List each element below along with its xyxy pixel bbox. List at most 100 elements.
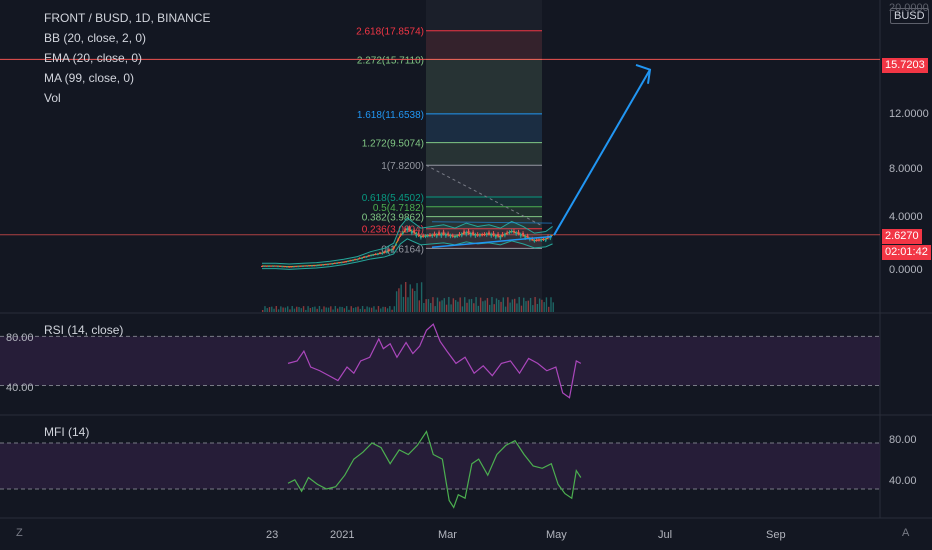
volume-bar xyxy=(511,299,514,312)
price-tick: 8.0000 xyxy=(889,163,923,175)
price-tick: 0.0000 xyxy=(889,264,923,276)
mfi-label[interactable]: MFI (14) xyxy=(44,425,90,439)
target-price-tag: 15.7203 xyxy=(882,58,928,73)
candle-body xyxy=(290,266,293,268)
candle-body xyxy=(512,231,515,233)
volume-bar xyxy=(507,297,509,312)
volume-bar xyxy=(361,306,364,312)
volume-bar xyxy=(298,307,300,312)
zoom-button[interactable]: Z xyxy=(16,527,23,539)
candle-body xyxy=(503,234,506,236)
volume-bar xyxy=(384,306,386,312)
oscillator-panes xyxy=(0,323,880,509)
candle-body xyxy=(360,257,363,259)
rsi-label[interactable]: RSI (14, close) xyxy=(44,323,124,337)
volume-bar xyxy=(543,302,545,312)
volume-bar xyxy=(523,297,525,312)
candle-body xyxy=(467,230,470,234)
indicator-ema[interactable]: EMA (20, close, 0) xyxy=(44,51,143,65)
candle-body xyxy=(313,265,316,267)
candle-body xyxy=(442,231,445,234)
volume-bar xyxy=(538,298,541,312)
volume-bar xyxy=(357,306,359,312)
volume-bar xyxy=(373,306,375,312)
indicator-bb[interactable]: BB (20, close, 2, 0) xyxy=(44,31,147,45)
mfi-tick-80: 80.00 xyxy=(889,434,917,446)
volume-bar xyxy=(296,306,298,312)
candle-body xyxy=(326,264,329,266)
candle-body xyxy=(320,264,323,266)
volume-bar xyxy=(420,282,423,312)
candle-body xyxy=(365,256,368,258)
volume-bar xyxy=(418,300,421,312)
volume-bar xyxy=(364,309,366,312)
candle-body xyxy=(276,266,279,268)
candle-body xyxy=(304,265,307,267)
target-arrow[interactable] xyxy=(431,64,652,248)
candle-body xyxy=(433,233,436,235)
candle-body xyxy=(310,265,313,267)
candle-body xyxy=(483,233,486,235)
candle-body xyxy=(356,259,359,261)
candle-body xyxy=(390,249,393,251)
candle-body xyxy=(465,232,468,235)
candle-body xyxy=(315,265,318,267)
volume-bar xyxy=(448,297,450,312)
candle-body xyxy=(456,235,459,237)
candle-body xyxy=(449,235,452,237)
symbol-title[interactable]: FRONT / BUSD, 1D, BINANCE xyxy=(44,11,211,25)
candle-body xyxy=(510,231,513,233)
volume-bar xyxy=(473,303,475,312)
volume-bar xyxy=(309,308,312,312)
candle-body xyxy=(322,264,325,266)
volume-bar xyxy=(336,308,339,312)
volume-bar xyxy=(427,299,430,312)
volume-bar xyxy=(375,309,377,312)
indicator-ma[interactable]: MA (99, close, 0) xyxy=(44,71,135,85)
indicator-vol[interactable]: Vol xyxy=(44,91,61,105)
candle-body xyxy=(519,234,522,237)
candle-body xyxy=(292,266,295,268)
volume-bar xyxy=(359,308,362,312)
volume-bar xyxy=(400,284,402,312)
candle-body xyxy=(424,235,427,237)
volume-bar xyxy=(271,306,273,312)
volume-bar xyxy=(504,306,507,312)
candle-body xyxy=(481,234,484,236)
volume-bar xyxy=(348,309,350,312)
candle-body xyxy=(265,265,268,267)
fib-zone xyxy=(426,165,542,197)
currency-badge[interactable]: BUSD xyxy=(890,8,929,24)
candle-body xyxy=(340,262,343,264)
time-tick: Jul xyxy=(658,529,673,541)
volume-bar xyxy=(439,301,441,312)
volume-bar xyxy=(409,284,411,312)
bollinger-upper xyxy=(262,217,553,265)
volume-bar xyxy=(475,297,477,312)
candle-body xyxy=(374,254,377,256)
auto-scale-button[interactable]: A xyxy=(902,527,910,539)
volume-bar xyxy=(525,301,527,312)
projection-arrow-head xyxy=(635,64,652,84)
fib-zone xyxy=(426,59,542,114)
candle-body xyxy=(272,265,275,267)
candle-body xyxy=(542,238,545,240)
volume-bar xyxy=(470,298,473,312)
volume-bar xyxy=(450,304,452,312)
volume-bar xyxy=(370,307,373,312)
candle-body xyxy=(394,244,397,246)
candle-body xyxy=(263,265,266,267)
volume-bar xyxy=(425,299,427,312)
candle-body xyxy=(338,262,341,264)
time-tick: May xyxy=(546,529,567,541)
volume-bar xyxy=(434,306,436,312)
volume-bar xyxy=(377,306,380,312)
fibonacci-extension[interactable]: 0(1.6164) 0.236(3.0804)0.382(3.9862)0.5(4… xyxy=(0,0,880,312)
candle-body xyxy=(506,232,509,234)
time-tick: 2021 xyxy=(330,529,355,541)
candle-body xyxy=(501,233,504,236)
volume-bar xyxy=(518,297,520,312)
volume-bar xyxy=(407,297,409,312)
candle-body xyxy=(401,232,404,234)
